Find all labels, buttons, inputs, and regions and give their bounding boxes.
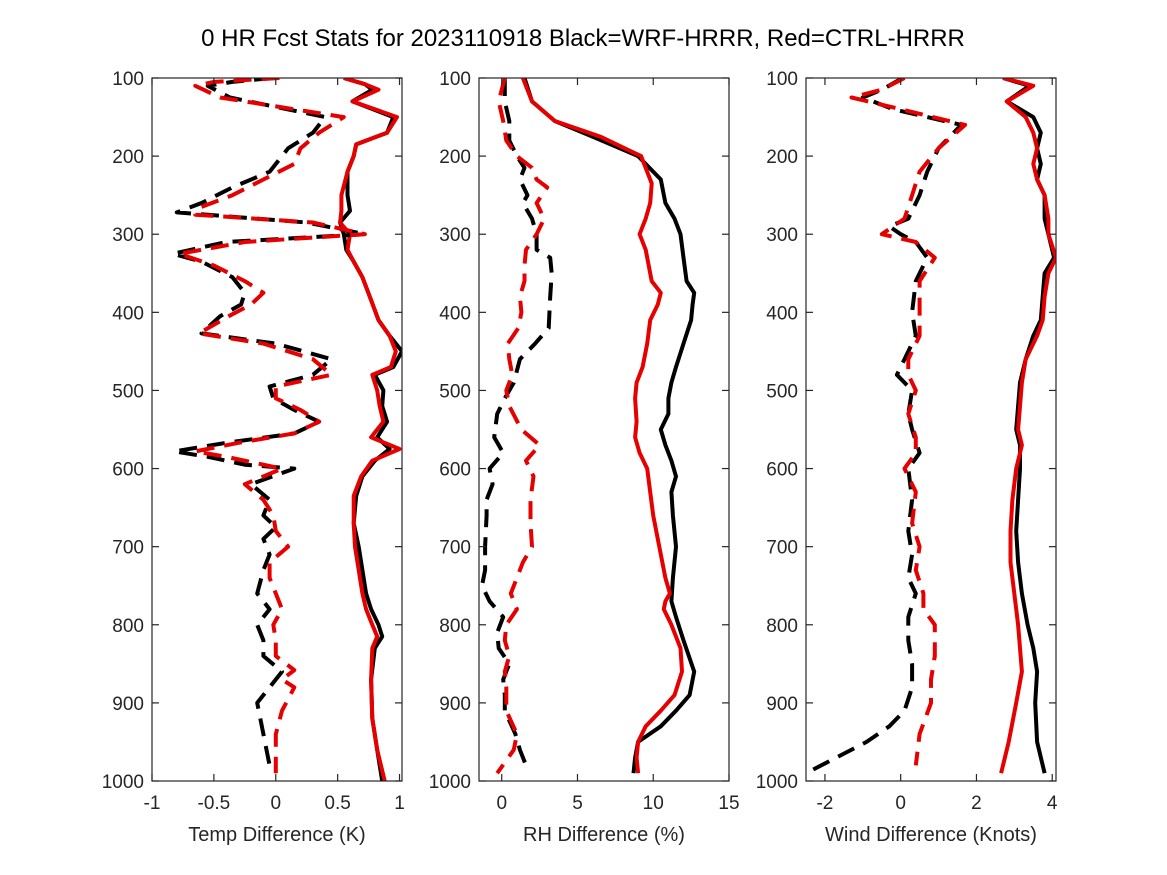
wind-xlabel: Wind Difference (Knots) <box>825 824 1037 846</box>
wind-axes-frame <box>805 77 1057 782</box>
wind-ytick-label: 900 <box>766 694 798 715</box>
rh-ytick-label: 600 <box>439 460 471 481</box>
temp-ytick-label: 100 <box>112 69 144 90</box>
panel-wind: 100 200 300 400 500 600 700 800 900 1000 -2 0 2 4 Wind… <box>756 69 1058 846</box>
rh-series-red-solid <box>521 78 684 774</box>
temp-ytick-label: 200 <box>112 147 144 168</box>
temp-xtick-label: 0 <box>270 793 281 814</box>
temp-axes-frame <box>151 77 403 782</box>
series-group-rh <box>480 78 697 775</box>
temp-series-red-dashed <box>177 78 367 774</box>
temp-ytick-label: 1000 <box>102 772 144 793</box>
rh-ytick-label: 400 <box>439 303 471 324</box>
series-group-wind <box>806 78 1056 775</box>
figure-title: 0 HR Fcst Stats for 2023110918 Black=WRF… <box>201 25 965 52</box>
temp-ytick-label: 600 <box>112 460 144 481</box>
temp-ytick-label: 900 <box>112 694 144 715</box>
wind-xtick-label: 2 <box>971 793 982 814</box>
temp-ytick-label: 300 <box>112 225 144 246</box>
temp-xtick-label: 0.5 <box>324 793 350 814</box>
rh-xlabel: RH Difference (%) <box>523 824 685 846</box>
rh-ytick-label: 300 <box>439 225 471 246</box>
rh-ytick-label: 800 <box>439 616 471 637</box>
rh-ytick-label: 200 <box>439 147 471 168</box>
rh-ytick-label: 500 <box>439 381 471 402</box>
wind-xtick-label: 4 <box>1047 793 1058 814</box>
temp-ytick-label: 400 <box>112 303 144 324</box>
wind-ytick-label: 700 <box>766 538 798 559</box>
rh-xtick-label: 10 <box>643 793 664 814</box>
rh-xtick-label: 5 <box>572 793 583 814</box>
rh-axes-frame <box>478 77 730 782</box>
temp-xtick-label: -1 <box>144 793 161 814</box>
wind-ytick-label: 500 <box>766 381 798 402</box>
wind-xtick-label: 0 <box>895 793 906 814</box>
wind-ytick-label: 1000 <box>756 772 798 793</box>
temp-series-black-dashed <box>171 78 367 774</box>
temp-xtick-label: -0.5 <box>198 793 231 814</box>
series-group-temp <box>171 78 402 781</box>
rh-xtick-label: 0 <box>496 793 507 814</box>
temp-xlabel: Temp Difference (K) <box>188 824 365 846</box>
wind-ytick-label: 100 <box>766 69 798 90</box>
temp-xtick-label: 1 <box>394 793 405 814</box>
panel-temp: 100 200 300 400 500 600 700 800 900 1000-1 -0.5 0 0.… <box>102 69 405 846</box>
temp-ytick-label: 700 <box>112 538 144 559</box>
wind-ytick-label: 400 <box>766 303 798 324</box>
temp-series-red-solid <box>338 78 402 781</box>
wind-series-red-solid <box>999 78 1056 774</box>
temp-ytick-label: 500 <box>112 381 144 402</box>
wind-ytick-label: 800 <box>766 616 798 637</box>
rh-ytick-label: 700 <box>439 538 471 559</box>
rh-series-red-dashed <box>495 78 550 775</box>
wind-ytick-label: 300 <box>766 225 798 246</box>
wind-series-red-dashed <box>849 78 968 766</box>
rh-series-black-dashed <box>480 78 554 767</box>
rh-xtick-label: 15 <box>718 793 739 814</box>
wind-ytick-label: 200 <box>766 147 798 168</box>
wind-xtick-label: -2 <box>816 793 833 814</box>
panel-rh: 100 200 300 400 500 600 700 800 900 1000 0 5 10 15 RH … <box>429 69 740 846</box>
rh-ytick-label: 1000 <box>429 772 471 793</box>
wind-ytick-label: 600 <box>766 460 798 481</box>
wind-series-black-dashed <box>806 78 964 775</box>
rh-ytick-label: 100 <box>439 69 471 90</box>
rh-ytick-label: 900 <box>439 694 471 715</box>
rh-series-black-solid <box>522 78 697 774</box>
temp-ytick-label: 800 <box>112 616 144 637</box>
